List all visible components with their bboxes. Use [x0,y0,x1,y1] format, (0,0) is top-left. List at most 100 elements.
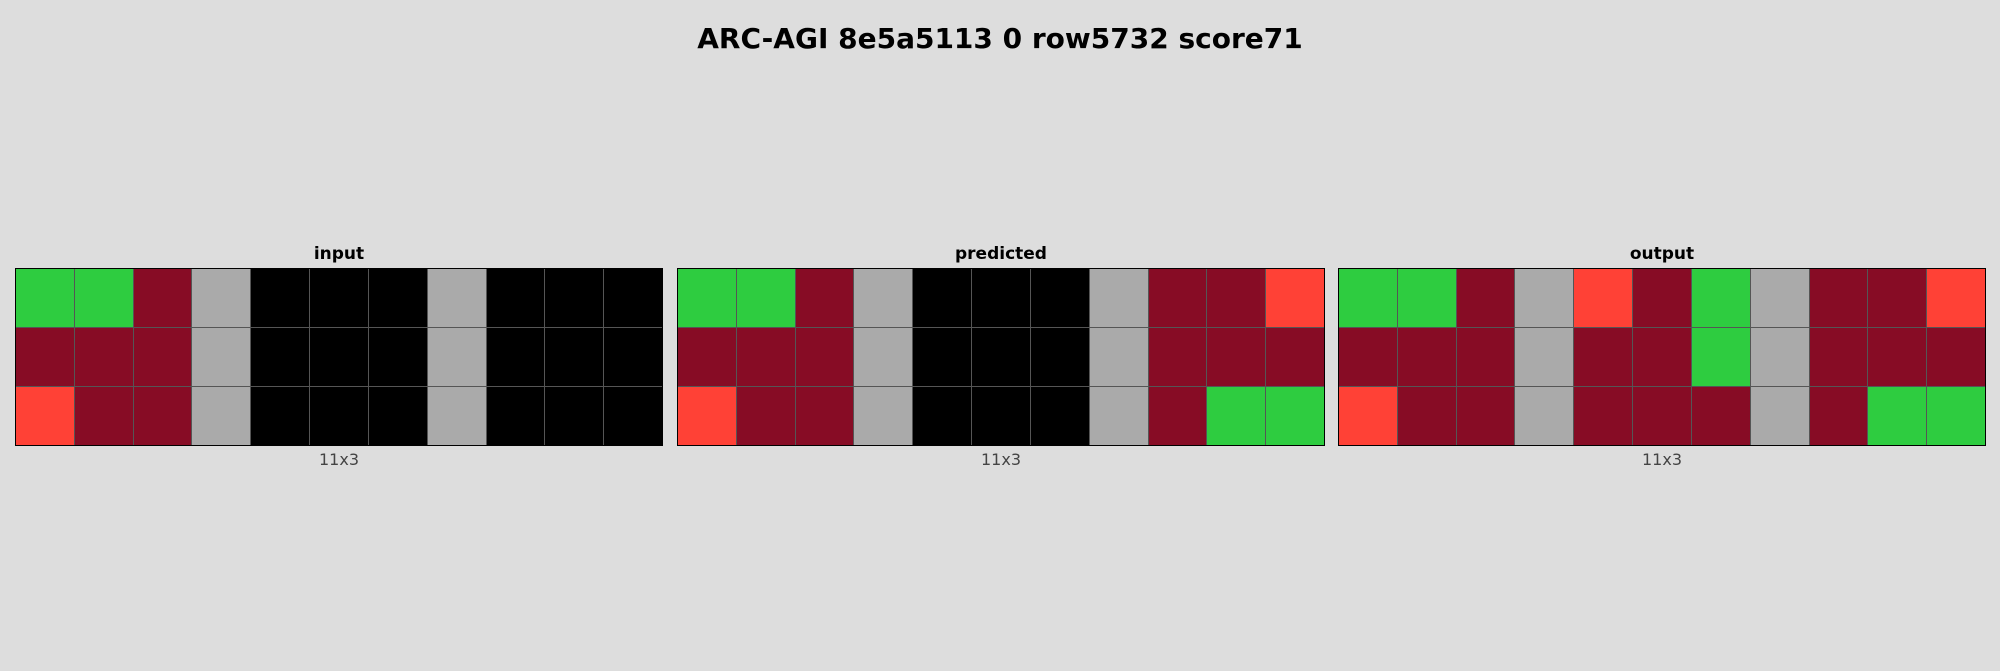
grid-cell [1089,328,1148,386]
grid-cell [310,387,368,445]
grid-cell [486,269,545,327]
grid-cell [1809,328,1868,386]
grid-cell [1515,269,1574,327]
grid-dimensions: 11x3 [980,450,1021,469]
grid-cell [251,387,310,445]
grid-cell [16,269,74,327]
page-title: ARC-AGI 8e5a5113 0 row5732 score71 [697,22,1303,55]
grid-cell [368,387,427,445]
grid-cell [1456,269,1515,327]
grid-cell [1148,269,1207,327]
grid-cell [678,387,736,445]
grid-cell [972,269,1030,327]
grid-cell [1633,328,1691,386]
grid-cell [192,328,251,386]
grid-cell [604,387,662,445]
grid-dimensions: 11x3 [318,450,359,469]
grid-cell [1339,328,1397,386]
grid-cell [1750,328,1809,386]
grid-cell [736,387,795,445]
grid-cell [486,328,545,386]
grid-cell [972,387,1030,445]
grid-cell [74,269,133,327]
grid-cell [1927,328,1985,386]
grid-cell [1633,387,1691,445]
grid-cell [1691,387,1750,445]
grid-cell [795,387,854,445]
grid-cell [1515,387,1574,445]
grid-cell [913,328,972,386]
grid-cell [1266,269,1324,327]
grid-cell [854,269,913,327]
grid-cell [1266,387,1324,445]
grid-cell [74,328,133,386]
grid-cell [1574,328,1633,386]
grid-cell [1089,269,1148,327]
grid-cell [1691,328,1750,386]
grid-cell [913,269,972,327]
panel-label: predicted [955,244,1047,264]
grid-cell [1750,269,1809,327]
grid-cell [545,269,604,327]
grid-cell [427,387,486,445]
grid-cell [16,328,74,386]
grid-cell [678,269,736,327]
grid-cell [1207,328,1266,386]
grid-cell [310,328,368,386]
grid-cell [1515,328,1574,386]
grid-cell [1397,328,1456,386]
grid-cell [1339,387,1397,445]
grid-cell [854,387,913,445]
grid-cell [1691,269,1750,327]
grid-cell [1750,387,1809,445]
grid-cell [74,387,133,445]
grid-dimensions: 11x3 [1641,450,1682,469]
grid-cell [368,328,427,386]
grid-cell [913,387,972,445]
grid-cell [1266,328,1324,386]
grid-cell [1927,387,1985,445]
grid-cell [427,269,486,327]
grid-cell [1148,328,1207,386]
grid-cell [368,269,427,327]
grid-cell [251,269,310,327]
grid-cell [1089,387,1148,445]
panel-predicted: predicted 11x3 [677,242,1325,470]
grid-cell [1868,387,1927,445]
grid-cell [1809,269,1868,327]
grid-cell [133,387,192,445]
grid-cell [1397,387,1456,445]
grid-cell [972,328,1030,386]
grid-cell [854,328,913,386]
grid-cell [1574,387,1633,445]
grid-cell [545,387,604,445]
grid-cell [1148,387,1207,445]
grid-cell [736,328,795,386]
grid-cell [1456,328,1515,386]
grid-cell [604,328,662,386]
grid-cell [1030,269,1089,327]
grid-cell [1456,387,1515,445]
grid-cell [678,328,736,386]
grid-cell [1207,269,1266,327]
grid-cell [310,269,368,327]
panel-input: input 11x3 [15,242,663,470]
panel-output: output 11x3 [1338,242,1986,470]
grid-cell [795,269,854,327]
grid-cell [251,328,310,386]
grid-output [1338,268,1986,446]
grid-cell [1030,328,1089,386]
grid-cell [736,269,795,327]
grid-cell [486,387,545,445]
grid-cell [133,269,192,327]
grid-cell [1207,387,1266,445]
grid-cell [133,328,192,386]
grid-cell [1868,328,1927,386]
grid-cell [1339,269,1397,327]
grid-cell [16,387,74,445]
grid-cell [1809,387,1868,445]
grid-cell [1397,269,1456,327]
panel-label: input [313,244,365,264]
grid-cell [1030,387,1089,445]
grid-cell [1633,269,1691,327]
